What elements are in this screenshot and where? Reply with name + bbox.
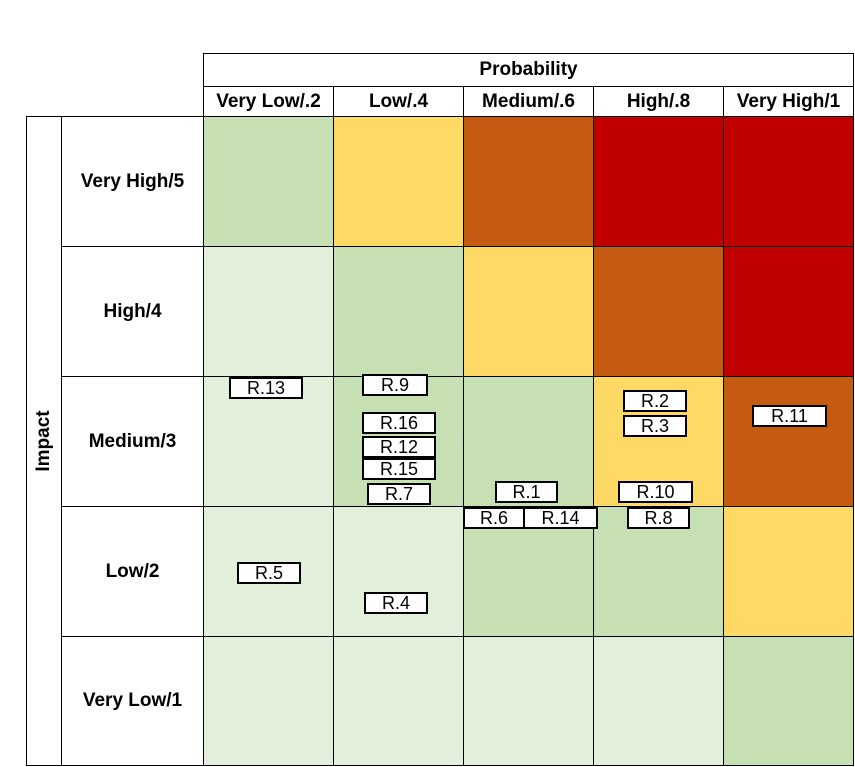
row-label-low: Low/2 [61,506,204,637]
risk-marker: R.7 [367,483,431,505]
risk-marker: R.2 [623,390,687,412]
matrix-cell-impact-very-high-prob-medium [463,116,594,247]
risk-marker: R.13 [229,377,303,399]
matrix-cell-impact-very-low-prob-medium [463,636,594,766]
column-header-very-low: Very Low/.2 [203,86,334,117]
matrix-cell-impact-very-high-prob-very-low [203,116,334,247]
row-label-medium: Medium/3 [61,376,204,507]
matrix-cell-impact-high-prob-high [593,246,724,377]
matrix-cell-impact-high-prob-low [333,246,464,377]
matrix-cell-impact-very-low-prob-high [593,636,724,766]
matrix-cell-impact-high-prob-very-low [203,246,334,377]
column-header-very-high: Very High/1 [723,86,854,117]
risk-marker: R.4 [364,592,428,614]
matrix-cell-impact-very-high-prob-low [333,116,464,247]
matrix-cell-impact-very-high-prob-very-high [723,116,854,247]
risk-marker: R.11 [752,405,827,427]
column-header-high: High/.8 [593,86,724,117]
impact-label: Impact [33,410,54,472]
risk-marker: R.10 [618,481,693,503]
impact-axis-label: Impact [26,116,62,766]
matrix-cell-impact-very-low-prob-very-high [723,636,854,766]
risk-marker: R.12 [362,436,436,458]
risk-marker: R.1 [495,481,558,503]
probability-header: Probability [203,53,854,87]
column-header-medium: Medium/.6 [463,86,594,117]
risk-marker: R.9 [362,374,428,396]
risk-marker: R.6 [463,507,525,529]
risk-marker: R.16 [362,412,436,434]
matrix-cell-impact-high-prob-medium [463,246,594,377]
risk-marker: R.3 [623,415,687,437]
matrix-cell-impact-very-low-prob-very-low [203,636,334,766]
matrix-cell-impact-very-low-prob-low [333,636,464,766]
row-label-high: High/4 [61,246,204,377]
row-label-very-high: Very High/5 [61,116,204,247]
matrix-cell-impact-medium-prob-very-high [723,376,854,507]
matrix-cell-impact-very-high-prob-high [593,116,724,247]
risk-marker: R.15 [362,458,436,480]
matrix-cell-impact-high-prob-very-high [723,246,854,377]
column-header-low: Low/.4 [333,86,464,117]
matrix-cell-impact-low-prob-low [333,506,464,637]
matrix-cell-impact-low-prob-very-high [723,506,854,637]
row-label-very-low: Very Low/1 [61,636,204,766]
risk-marker: R.8 [627,507,690,529]
risk-marker: R.5 [237,562,301,584]
risk-marker: R.14 [523,507,598,529]
